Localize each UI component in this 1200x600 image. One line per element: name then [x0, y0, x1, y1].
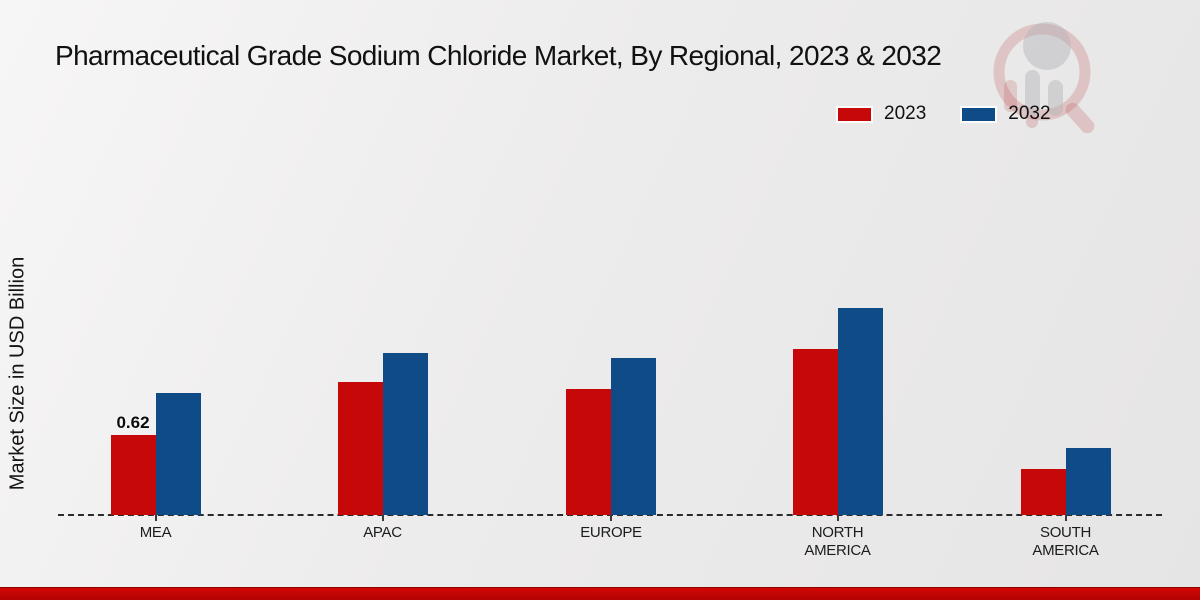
- bar-south-america-2023: [1020, 469, 1066, 515]
- x-tick-south-america: [1064, 515, 1067, 521]
- market-research-logo-watermark: [993, 22, 1095, 134]
- x-category-label-apac: APAC: [363, 524, 402, 541]
- bar-mea-2023: [110, 435, 156, 515]
- x-tick-apac: [381, 515, 384, 521]
- x-category-label-mea: MEA: [139, 524, 172, 541]
- legend-item-2023: 2023: [838, 103, 926, 125]
- legend-item-2032: 2032: [962, 103, 1051, 125]
- bar-mea-2032: [155, 393, 201, 515]
- bar-value-label-mea-2023: 0.62: [116, 413, 150, 432]
- x-tick-north-america: [836, 515, 839, 521]
- x-category-label-europe: EUROPE: [580, 524, 642, 541]
- x-tick-mea: [154, 515, 157, 521]
- footer-red-bar: [0, 587, 1200, 600]
- legend-label-2023: 2023: [884, 103, 927, 124]
- x-tick-europe: [610, 515, 612, 521]
- bar-south-america-2032: [1065, 448, 1111, 515]
- legend-label-2032: 2032: [1008, 103, 1051, 124]
- legend: 2023 2032: [838, 103, 1051, 125]
- bar-apac-2023: [337, 382, 383, 515]
- bar-north-america-2032: [837, 308, 883, 515]
- y-axis-label: Market Size in USD Billion: [6, 256, 29, 491]
- legend-swatch-2023: [838, 107, 871, 121]
- bar-europe-2032: [611, 358, 656, 515]
- legend-swatch-2032: [962, 107, 996, 121]
- x-category-label-south-america: SOUTH AMERICA: [1032, 524, 1099, 559]
- bar-apac-2032: [382, 353, 428, 515]
- x-category-label-north-america: NORTH AMERICA: [804, 524, 871, 559]
- chart-title: Pharmaceutical Grade Sodium Chloride Mar…: [55, 40, 942, 71]
- bar-europe-2023: [566, 389, 611, 515]
- bar-north-america-2023: [792, 349, 838, 515]
